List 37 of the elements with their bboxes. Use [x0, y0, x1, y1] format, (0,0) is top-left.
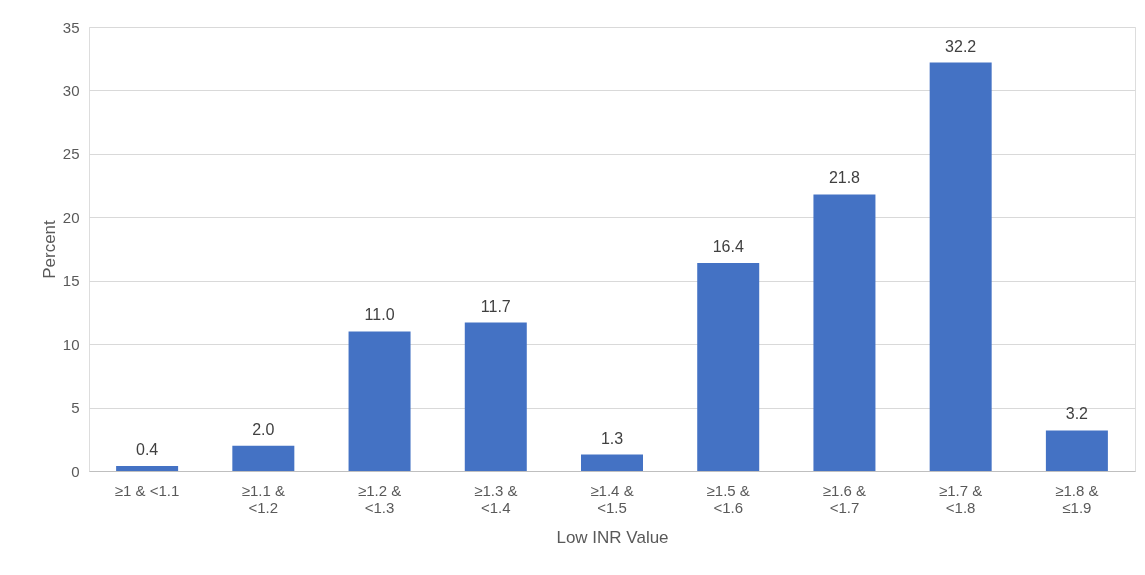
y-tick-label: 15 [62, 272, 80, 290]
data-label: 1.3 [600, 429, 624, 447]
data-label: 11.0 [364, 306, 395, 324]
y-tick-label: 20 [62, 208, 80, 226]
y-axis-title: Percent [39, 219, 59, 279]
bar [581, 454, 643, 471]
data-label: 11.7 [480, 297, 511, 315]
y-tick-label: 0 [71, 462, 80, 480]
bar [929, 62, 992, 471]
bar [813, 194, 876, 471]
y-tick-label: 10 [62, 335, 80, 353]
bar [697, 262, 760, 471]
data-label: 32.2 [945, 37, 977, 55]
x-tick-label: ≥1.4 & <1.5 [590, 481, 634, 516]
x-tick-label: ≥1 & <1.1 [114, 481, 180, 499]
bar [348, 331, 411, 471]
bar [232, 445, 295, 471]
x-tick-label: ≥1.7 & <1.8 [939, 481, 983, 516]
x-tick-label: ≥1.2 & <1.3 [357, 481, 402, 516]
y-tick-label: 30 [62, 81, 80, 99]
data-label: 21.8 [828, 169, 861, 187]
y-tick-label: 5 [71, 399, 80, 417]
bar [1045, 430, 1108, 471]
bar [464, 322, 527, 471]
x-tick-label: ≥1.5 & <1.6 [706, 481, 750, 516]
x-tick-label: ≥1.3 & <1.4 [474, 481, 518, 516]
y-tick-label: 35 [62, 18, 80, 36]
x-axis-title: Low INR Value [556, 527, 669, 547]
y-tick-label: 25 [62, 145, 80, 163]
data-label: 16.4 [712, 237, 744, 255]
data-label: 3.2 [1065, 405, 1089, 423]
x-tick-label: ≥1.6 & <1.7 [822, 481, 867, 516]
x-tick-label: ≥1.1 & <1.2 [241, 481, 285, 516]
data-label: 0.4 [135, 440, 159, 458]
x-tick-label: ≥1.8 & ≤1.9 [1055, 481, 1099, 516]
data-label: 2.0 [252, 420, 275, 438]
bar [116, 465, 179, 471]
